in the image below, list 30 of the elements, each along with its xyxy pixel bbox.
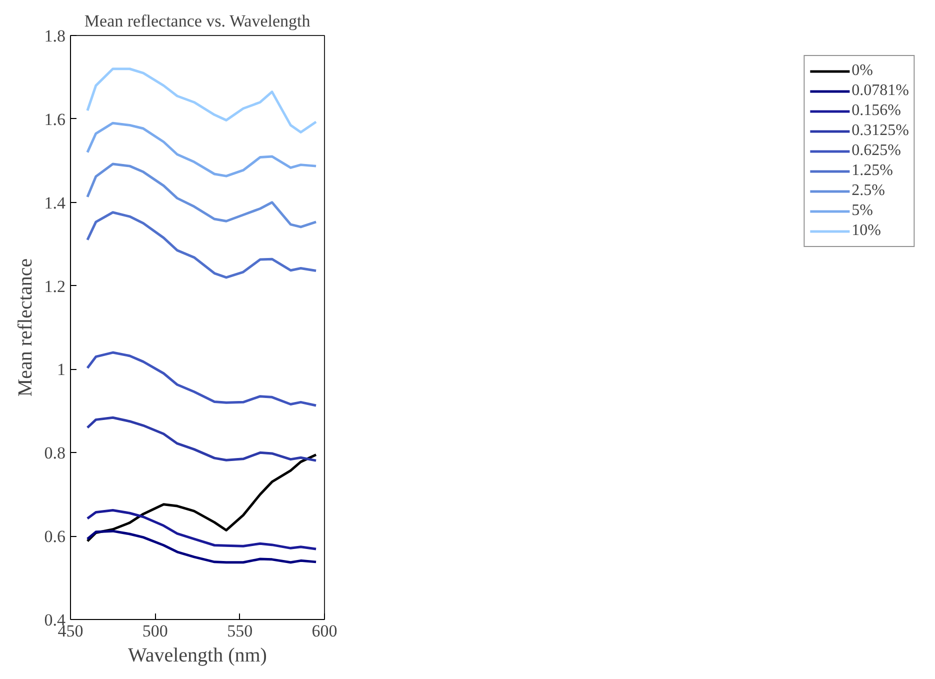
legend-label: 10% xyxy=(852,222,881,240)
y-tick-label: 1.6 xyxy=(44,110,66,129)
y-tick-label: 1.4 xyxy=(44,193,66,212)
y-tick-label: 0.6 xyxy=(44,527,66,546)
line-series xyxy=(86,211,318,279)
chart-title: Mean reflectance vs. Wavelength xyxy=(84,12,311,30)
y-axis-title: Mean reflectance xyxy=(14,258,36,397)
legend-label: 0.0781% xyxy=(852,82,909,100)
legend-label: 0% xyxy=(852,62,873,80)
line-series xyxy=(86,68,318,134)
x-tick-label: 600 xyxy=(312,622,338,640)
line-series xyxy=(86,416,318,462)
y-tick-label: 0.8 xyxy=(44,444,66,463)
line-series xyxy=(86,351,318,407)
legend-label: 1.25% xyxy=(852,162,893,180)
line-series xyxy=(86,162,318,228)
legend-label: 0.3125% xyxy=(852,122,909,140)
y-tick-label: 1.2 xyxy=(44,276,66,296)
line-series xyxy=(86,530,318,564)
x-axis-title: Wavelength (nm) xyxy=(128,644,267,666)
legend-label: 0.625% xyxy=(852,142,901,160)
y-tick-label: 1.8 xyxy=(44,26,66,46)
y-tick-label: 1 xyxy=(57,360,66,380)
legend-label: 2.5% xyxy=(852,182,885,200)
line-series xyxy=(86,508,318,550)
line-series xyxy=(86,122,318,178)
x-tick-label: 500 xyxy=(142,622,168,640)
legend-label: 5% xyxy=(852,202,873,220)
x-tick-label: 550 xyxy=(227,622,253,640)
legend-label: 0.156% xyxy=(852,102,901,120)
